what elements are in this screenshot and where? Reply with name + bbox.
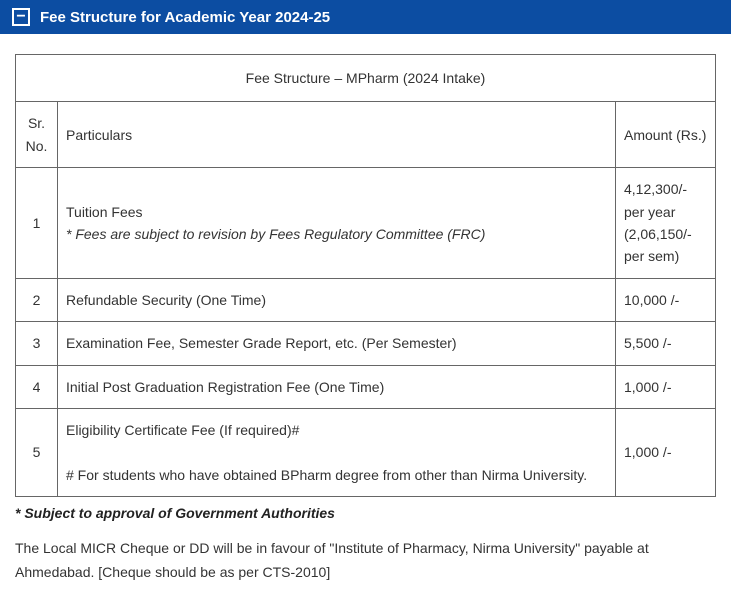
particulars-main: Tuition Fees — [66, 201, 607, 223]
table-title: Fee Structure – MPharm (2024 Intake) — [16, 55, 716, 102]
particulars-note: * Fees are subject to revision by Fees R… — [66, 223, 607, 245]
particulars-main: Eligibility Certificate Fee (If required… — [66, 419, 607, 441]
cell-sr: 3 — [16, 322, 58, 365]
cell-amount: 4,12,300/- per year (2,06,150/- per sem) — [616, 168, 716, 279]
cell-sr: 5 — [16, 408, 58, 496]
collapse-icon[interactable]: − — [12, 8, 30, 26]
cell-particulars: Tuition Fees * Fees are subject to revis… — [58, 168, 616, 279]
cell-amount: 10,000 /- — [616, 278, 716, 321]
cell-amount: 1,000 /- — [616, 408, 716, 496]
table-header-row: Sr. No. Particulars Amount (Rs.) — [16, 102, 716, 168]
table-row: 1 Tuition Fees * Fees are subject to rev… — [16, 168, 716, 279]
footer-text: The Local MICR Cheque or DD will be in f… — [15, 537, 716, 585]
cell-amount: 5,500 /- — [616, 322, 716, 365]
cell-particulars: Initial Post Graduation Registration Fee… — [58, 365, 616, 408]
collapse-symbol: − — [16, 9, 25, 25]
cell-sr: 1 — [16, 168, 58, 279]
approval-note: * Subject to approval of Government Auth… — [15, 505, 716, 521]
table-title-row: Fee Structure – MPharm (2024 Intake) — [16, 55, 716, 102]
cell-sr: 2 — [16, 278, 58, 321]
cell-sr: 4 — [16, 365, 58, 408]
col-header-amount: Amount (Rs.) — [616, 102, 716, 168]
content-area: Fee Structure – MPharm (2024 Intake) Sr.… — [0, 34, 731, 595]
cell-particulars: Eligibility Certificate Fee (If required… — [58, 408, 616, 496]
cell-amount: 1,000 /- — [616, 365, 716, 408]
col-header-particulars: Particulars — [58, 102, 616, 168]
col-header-sr: Sr. No. — [16, 102, 58, 168]
table-row: 2 Refundable Security (One Time) 10,000 … — [16, 278, 716, 321]
table-row: 3 Examination Fee, Semester Grade Report… — [16, 322, 716, 365]
section-title: Fee Structure for Academic Year 2024-25 — [40, 9, 330, 26]
table-row: 4 Initial Post Graduation Registration F… — [16, 365, 716, 408]
section-header[interactable]: − Fee Structure for Academic Year 2024-2… — [0, 0, 731, 34]
cell-particulars: Refundable Security (One Time) — [58, 278, 616, 321]
table-row: 5 Eligibility Certificate Fee (If requir… — [16, 408, 716, 496]
particulars-note: # For students who have obtained BPharm … — [66, 464, 607, 486]
fee-table: Fee Structure – MPharm (2024 Intake) Sr.… — [15, 54, 716, 497]
cell-particulars: Examination Fee, Semester Grade Report, … — [58, 322, 616, 365]
